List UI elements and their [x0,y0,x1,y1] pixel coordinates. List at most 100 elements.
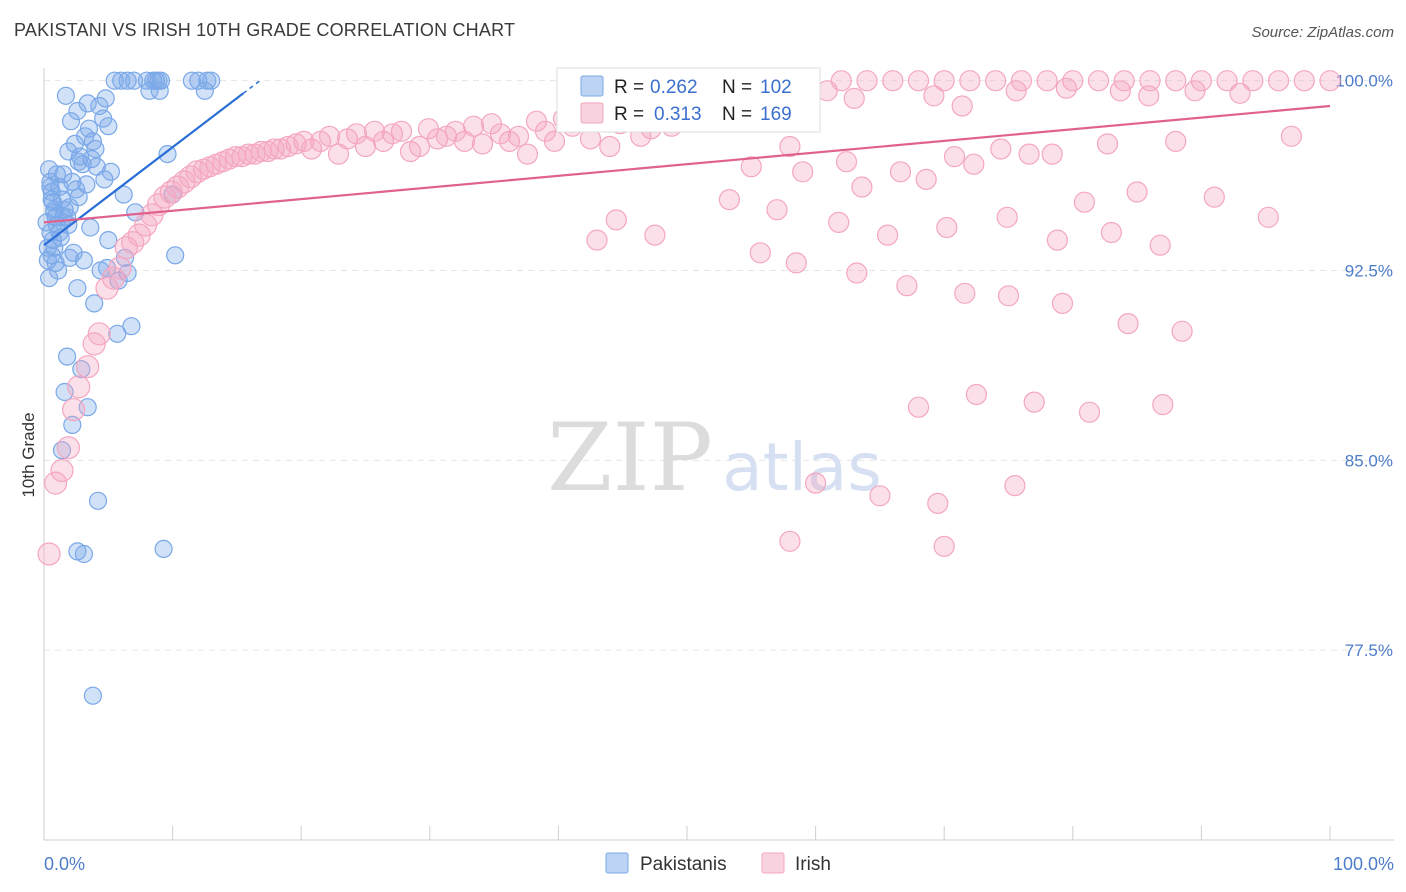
irish-point [1190,70,1213,92]
pakistanis-point [182,71,201,90]
irish-point [963,153,985,175]
y-tick-label: 92.5% [1345,261,1393,280]
irish-point [108,256,132,280]
pakistanis-point [202,71,221,90]
pakistanis-point [41,177,60,197]
irish-point [1267,70,1290,92]
irish-point [1126,181,1148,203]
irish-point [835,151,858,173]
pakistanis-point [154,539,173,559]
irish-point [293,130,315,152]
pakistanis-point [101,162,121,181]
irish-point [390,120,413,142]
irish-point [997,285,1020,307]
pakistanis-point [118,263,137,283]
irish-point [1041,143,1063,165]
pakistanis-point [39,269,59,288]
pakistanis-point [150,81,169,100]
irish-point [56,436,81,460]
irish-point [843,87,865,110]
pakistanis-point [140,81,159,100]
irish-point [1184,80,1206,102]
irish-point [779,530,801,552]
irish-point [1046,229,1069,251]
irish-trend-line [43,104,1331,224]
pakistanis-point [83,686,103,705]
irish-point [851,176,873,198]
trend-lines [43,80,1331,247]
irish-point [1229,82,1251,104]
irish-point [1138,85,1160,107]
irish-point [779,135,801,158]
irish-point [605,209,627,231]
irish-point [1139,70,1161,92]
legend-n-label-pakistanis: N = [722,77,752,98]
irish-point [462,115,485,137]
irish-point [1078,401,1101,423]
pakistanis-point [38,251,58,270]
irish-point [426,128,449,150]
irish-point [318,125,341,147]
irish-point [933,70,955,92]
irish-point [856,70,878,92]
legend-r-value-irish: 0.313 [654,104,702,125]
irish-point [1096,133,1119,155]
irish-point [67,375,91,399]
pakistanis-point [108,324,127,343]
irish-point [1149,234,1171,256]
irish-point [1018,143,1040,165]
irish-point [185,160,209,184]
watermark: ZIP atlas [547,404,882,513]
bottom-legend-label-pakistanis: Pakistanis [640,854,727,875]
irish-point [1257,206,1279,228]
pakistanis-point [55,382,74,402]
irish-point [869,485,891,507]
irish-point [1242,70,1264,92]
pakistanis-point [77,175,96,194]
irish-point [882,70,904,92]
irish-point [996,206,1018,228]
irish-point [50,458,74,483]
irish-point [965,383,988,406]
irish-point [828,211,850,233]
pakistanis-point [78,398,97,417]
x-axis-ticks [43,826,1331,840]
pakistanis-point [86,139,105,159]
y-tick-label: 77.5% [1345,641,1393,660]
irish-point [923,85,945,107]
legend-r-label-pakistanis: R = [614,77,644,98]
irish-point [846,262,868,284]
legend-n-label-irish: N = [722,104,752,125]
irish-point [121,231,145,255]
pakistanis-point [95,170,114,189]
y-axis-tick-labels: 100.0% 92.5% 85.0% 77.5% [1335,72,1393,661]
irish-point [1203,186,1225,208]
irish-point [43,471,68,495]
irish-point [507,125,530,147]
irish-point [1216,70,1238,92]
irish-point [954,282,976,304]
pakistanis-point [195,81,214,100]
pakistanis-point [81,218,100,237]
irish-point [876,224,899,246]
irish-point [933,535,955,558]
chart-title: PAKISTANI VS IRISH 10TH GRADE CORRELATIO… [14,20,516,40]
irish-point [1280,125,1303,147]
pakistanis-point [122,317,141,336]
irish-point [889,161,912,183]
irish-point [943,146,966,168]
pakistanis-trend-extension [242,80,261,94]
pakistanis-point [124,71,144,90]
series-legend: Pakistanis Irish [605,852,831,875]
irish-point [516,143,539,165]
bottom-legend-swatch-pakistanis [605,852,629,874]
irish-point [146,193,171,217]
x-tick-label-max: 100.0% [1333,854,1394,874]
pakistanis-points [37,71,221,705]
irish-point [1319,70,1341,92]
pakistanis-point [74,544,94,564]
y-axis-label: 10th Grade [19,412,38,497]
y-tick-label: 85.0% [1345,451,1393,470]
x-tick-label-min: 0.0% [44,854,85,874]
pakistanis-point [112,71,131,90]
